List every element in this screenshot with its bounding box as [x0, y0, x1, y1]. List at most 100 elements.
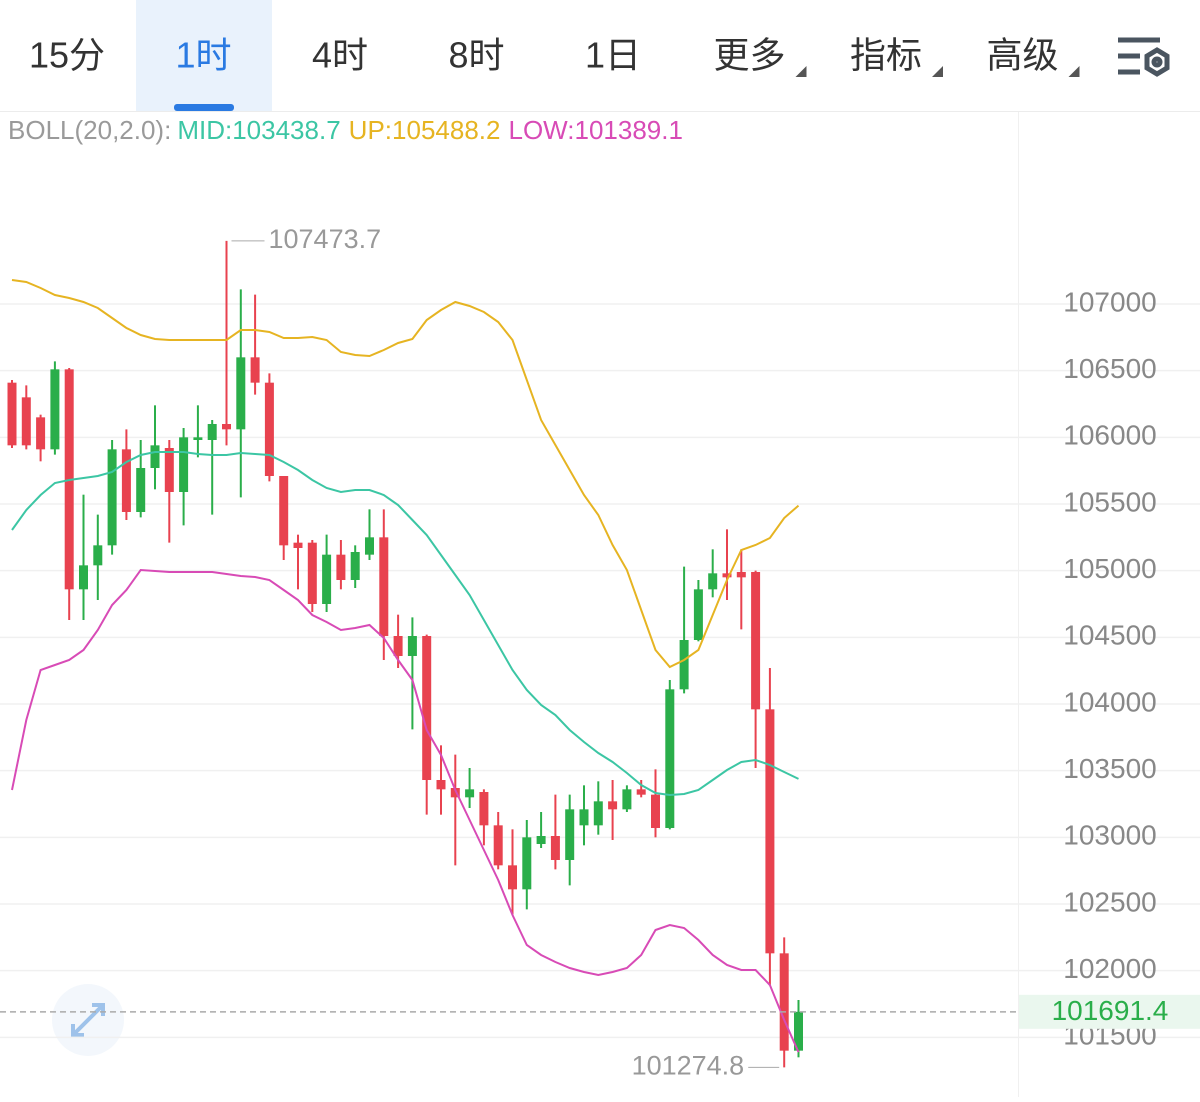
candle-body — [79, 565, 88, 590]
candle-body — [379, 537, 389, 636]
tab[interactable]: 8时 — [448, 35, 504, 76]
candle-body — [279, 476, 289, 546]
candle-body — [422, 636, 432, 780]
y-tick-label: 106000 — [1063, 420, 1156, 451]
tab[interactable]: 4时 — [312, 35, 368, 76]
indicator-name: BOLL(20,2.0): — [8, 115, 171, 145]
legend-text: BOLL(20,2.0): MID:103438.7 UP:105488.2 LOW:… — [8, 115, 683, 145]
plot: 1015001020001025001030001035001040001045… — [0, 224, 1200, 1080]
candle-body — [579, 809, 589, 826]
legend-sep: : — [385, 115, 392, 145]
y-tick-label: 107000 — [1063, 286, 1156, 317]
y-tick-label: 103500 — [1063, 753, 1156, 784]
candle-body — [36, 417, 46, 450]
dropdown-caret — [795, 66, 807, 77]
y-tick-label: 102000 — [1063, 953, 1156, 984]
tab-bar: 15分 1时 4时 8时 1日 更多 指标 高级 — [29, 35, 1080, 77]
candle-body — [736, 572, 746, 578]
settings-icon[interactable] — [1118, 37, 1170, 77]
legend-name: UP — [349, 115, 385, 145]
candle-body — [479, 792, 489, 826]
candle-body — [450, 788, 460, 798]
candle-body — [164, 448, 174, 492]
candle-body — [550, 836, 560, 860]
tab[interactable]: 15分 — [29, 35, 105, 76]
legend-value: 103438.7 — [232, 115, 340, 145]
y-tick-label: 105500 — [1063, 486, 1156, 517]
candle-body — [393, 636, 403, 656]
candle-body — [536, 836, 546, 844]
candle-body — [407, 636, 417, 656]
candle-body — [636, 789, 646, 795]
tab[interactable]: 指标 — [850, 35, 922, 76]
dropdown-caret — [1068, 66, 1080, 77]
candle-body — [222, 424, 231, 430]
low-annotation: 101274.8 — [632, 1050, 745, 1080]
legend-value: 101389.1 — [574, 115, 682, 145]
y-tick-label: 104500 — [1063, 620, 1156, 651]
candle-body — [236, 357, 246, 430]
candle-body — [50, 369, 60, 450]
candle-body — [307, 542, 317, 604]
candle-body — [751, 572, 761, 710]
dropdown-caret — [932, 66, 943, 77]
band-line — [11, 568, 800, 1053]
legend-sep: : — [567, 115, 574, 145]
candle-body — [679, 640, 689, 690]
price-tag: 101691.4 — [1052, 995, 1169, 1026]
y-tick-label: 106500 — [1063, 353, 1156, 384]
candle-body — [665, 689, 675, 828]
tab[interactable]: 1日 — [585, 35, 641, 76]
candle-body — [179, 437, 189, 492]
active-tab-indicator — [174, 104, 234, 111]
candle-body — [593, 801, 603, 826]
expand-button[interactable] — [52, 984, 124, 1056]
candle-body — [622, 789, 632, 810]
candle-body — [493, 825, 503, 866]
candle-body — [693, 589, 703, 640]
candle-body — [651, 794, 660, 828]
candle-body — [708, 573, 718, 590]
legend-name: LOW — [508, 115, 568, 145]
candle-body — [436, 780, 446, 790]
candle-body — [93, 545, 103, 566]
y-tick-label: 104000 — [1063, 686, 1156, 717]
candle-body — [7, 382, 17, 446]
candle-body — [293, 542, 303, 548]
high-annotation: 107473.7 — [269, 224, 382, 254]
candle-body — [322, 554, 332, 604]
candle-body — [350, 552, 360, 580]
legend-sep: : — [225, 115, 232, 145]
candle-body — [336, 554, 346, 580]
tab[interactable]: 更多 — [713, 35, 785, 76]
candle-body — [250, 357, 260, 383]
candle-body — [264, 382, 274, 476]
candle-body — [722, 573, 732, 578]
indicator-legend: BOLL(20,2.0): MID:103438.7 UP:105488.2 LOW:… — [8, 115, 683, 145]
candle-body — [565, 809, 575, 860]
band-line — [11, 279, 800, 669]
y-tick-label: 103000 — [1063, 820, 1156, 851]
candle-body — [765, 709, 775, 954]
legend-value: 105488.2 — [392, 115, 500, 145]
active-tab-bg — [136, 0, 272, 111]
price-tag-bg — [1019, 994, 1200, 1029]
candle-body — [207, 424, 217, 440]
candle-body — [193, 437, 203, 440]
tab[interactable]: 高级 — [986, 35, 1058, 76]
legend-name: MID — [177, 115, 225, 145]
candle-body — [465, 789, 475, 798]
candle-body — [508, 865, 517, 890]
y-tick-label: 105000 — [1063, 553, 1156, 584]
candle-body — [522, 837, 532, 890]
y-tick-label: 102500 — [1063, 886, 1156, 917]
candle-body — [779, 953, 789, 1051]
tab[interactable]: 1时 — [175, 35, 231, 76]
candle-body — [136, 468, 146, 512]
candle-body — [21, 397, 31, 446]
candle-body — [365, 537, 374, 555]
candle-body — [121, 449, 131, 512]
candle-body — [150, 445, 160, 468]
candle-body — [107, 449, 117, 546]
